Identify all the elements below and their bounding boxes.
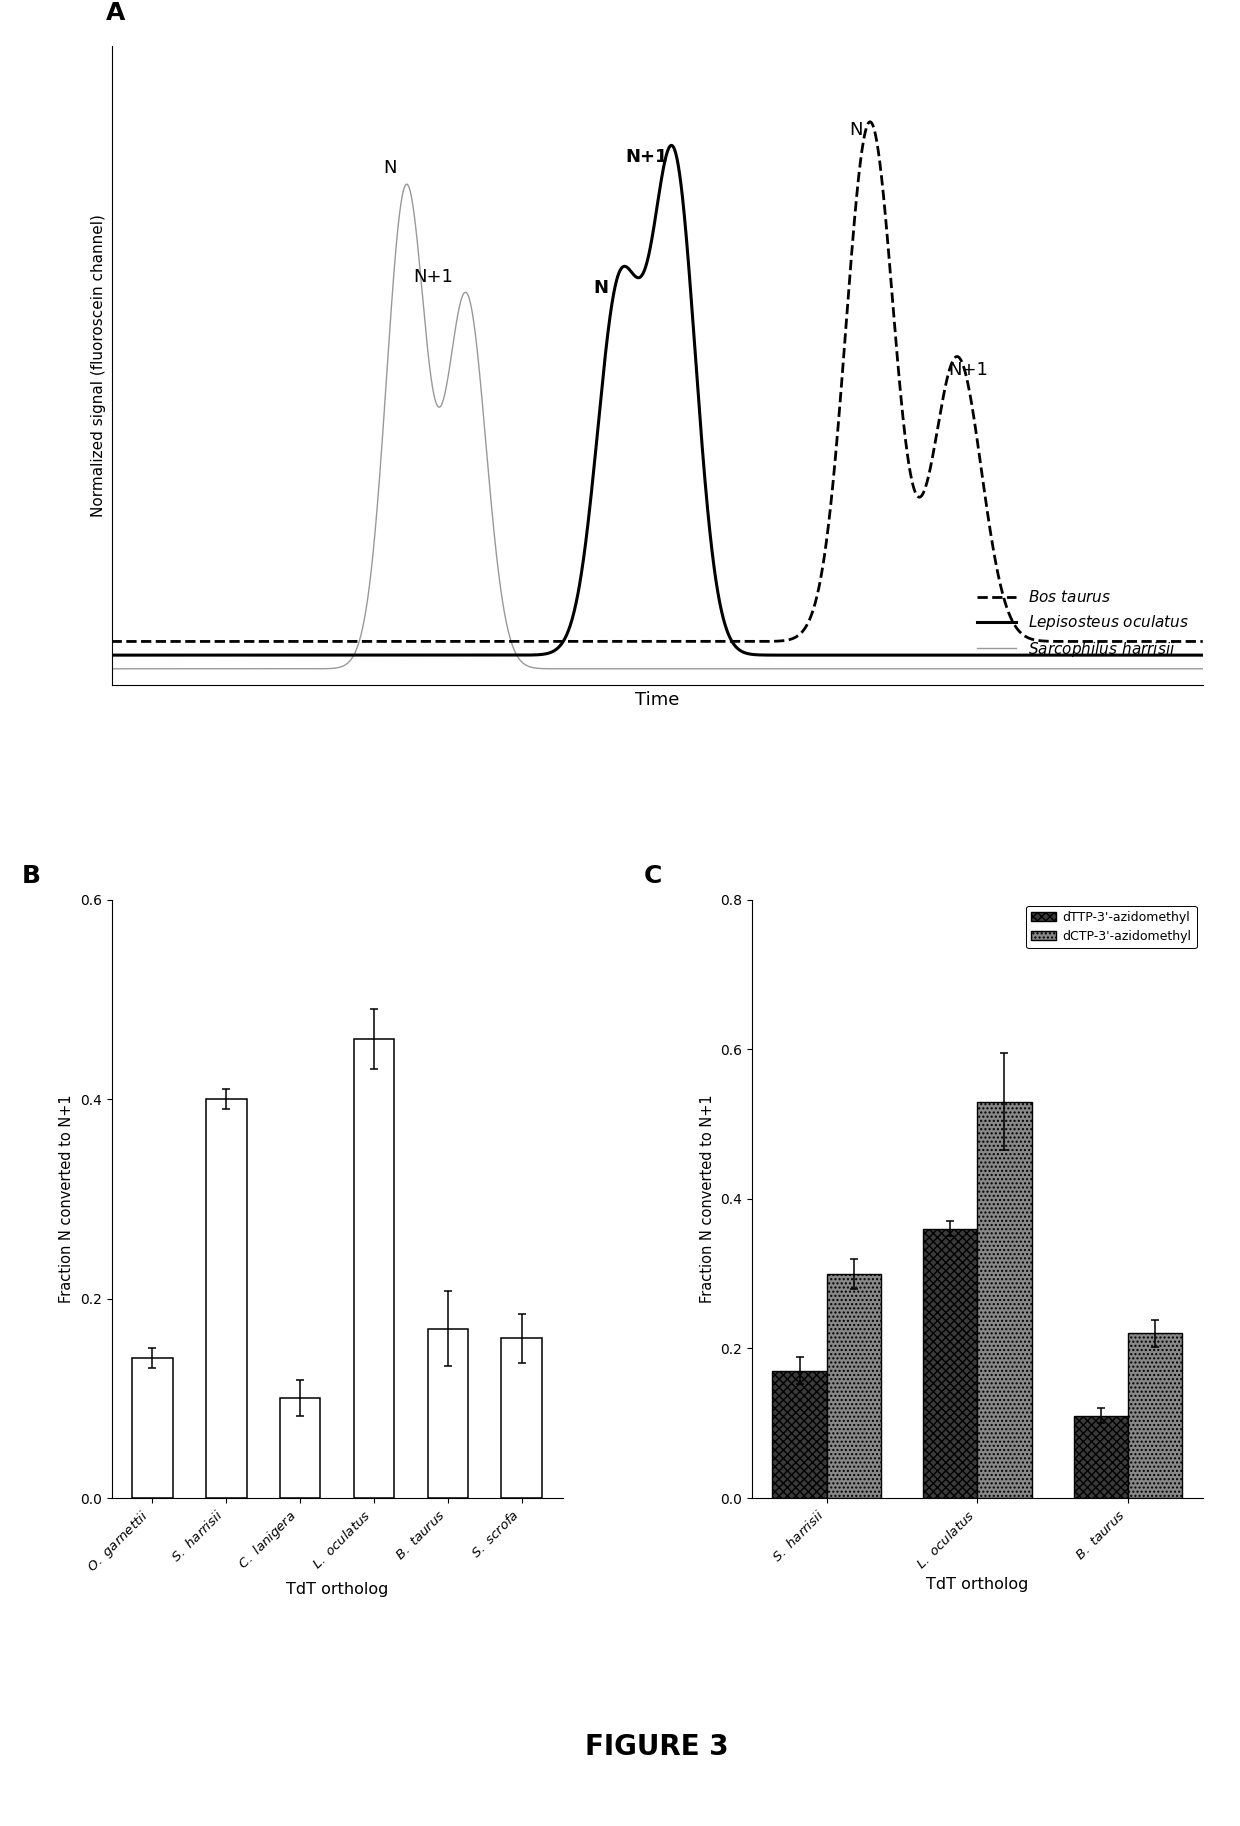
Bar	[133, 1359, 172, 1497]
Bar	[923, 1229, 977, 1497]
Text: N+1: N+1	[414, 268, 454, 287]
Text: N: N	[593, 279, 608, 298]
Text: N+1: N+1	[949, 362, 988, 380]
Bar	[977, 1101, 1032, 1497]
Text: B: B	[21, 864, 41, 887]
Y-axis label: Fraction N converted to N+1: Fraction N converted to N+1	[60, 1094, 74, 1304]
Text: C: C	[644, 864, 662, 887]
X-axis label: Time: Time	[635, 690, 680, 708]
Legend: dTTP-3'-azidomethyl, dCTP-3'-azidomethyl: dTTP-3'-azidomethyl, dCTP-3'-azidomethyl	[1027, 906, 1197, 948]
Bar	[1074, 1415, 1128, 1497]
Y-axis label: Fraction N converted to N+1: Fraction N converted to N+1	[699, 1094, 714, 1304]
Text: N: N	[849, 121, 863, 139]
Bar	[773, 1371, 827, 1497]
Bar	[827, 1275, 880, 1497]
Text: N: N	[383, 159, 397, 177]
X-axis label: TdT ortholog: TdT ortholog	[926, 1578, 1028, 1592]
Bar	[353, 1039, 394, 1497]
Bar	[206, 1099, 247, 1497]
Text: N+1: N+1	[625, 148, 667, 166]
Bar	[501, 1338, 542, 1497]
Text: A: A	[107, 0, 125, 26]
Bar	[280, 1399, 320, 1497]
X-axis label: TdT ortholog: TdT ortholog	[286, 1581, 388, 1596]
Legend: $\it{Bos\ taurus}$, $\it{Lepisosteus\ oculatus}$, $\it{Sarcophilus\ harrisii}$: $\it{Bos\ taurus}$, $\it{Lepisosteus\ oc…	[971, 582, 1195, 665]
Text: FIGURE 3: FIGURE 3	[585, 1733, 729, 1762]
Bar	[1128, 1333, 1182, 1497]
Bar	[428, 1329, 469, 1497]
Y-axis label: Normalized signal (fluoroscein channel): Normalized signal (fluoroscein channel)	[91, 214, 107, 517]
